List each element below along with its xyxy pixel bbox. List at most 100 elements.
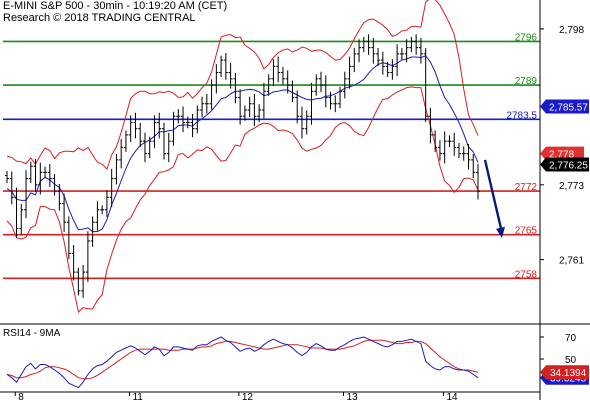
rsi-ma-line: [6, 339, 479, 380]
price-marker-label: 2,785.57: [549, 102, 588, 113]
price-bar: [152, 115, 157, 149]
price-bar: [128, 115, 133, 143]
price-bar: [119, 138, 124, 169]
price-bar: [71, 244, 76, 281]
rsi-ma-value-bg: [540, 365, 589, 380]
price-bar: [57, 183, 62, 211]
date-tick-label: 13: [347, 392, 359, 400]
level-label: 2772: [515, 182, 538, 193]
price-bar: [309, 82, 314, 125]
price-bar: [418, 37, 423, 64]
price-bar: [361, 36, 366, 53]
rsi-ma-value-label: 34.1394: [550, 368, 587, 379]
price-bar: [171, 111, 176, 146]
price-bar: [24, 170, 29, 219]
price-bar: [204, 94, 209, 114]
price-bar: [76, 267, 81, 296]
price-bar: [219, 55, 224, 78]
price-bar: [390, 59, 395, 80]
price-bar: [185, 116, 190, 129]
price-bar: [233, 73, 238, 104]
price-bar: [423, 48, 428, 123]
price-bar: [476, 163, 480, 200]
price-bar: [181, 106, 186, 133]
price-bar: [38, 162, 43, 195]
price-tick-label: 2,761: [559, 256, 584, 267]
price-bar: [19, 203, 24, 235]
rsi-ma-value-marker: 34.1394: [540, 365, 589, 380]
price-tick-label: 2,798: [559, 25, 584, 36]
price-bar: [285, 70, 290, 94]
price-bar: [252, 94, 257, 126]
price-marker-bg: [540, 157, 589, 172]
price-bar: [456, 142, 461, 159]
bollinger-lower: [6, 86, 479, 313]
price-bar: [85, 231, 90, 282]
price-bar: [395, 44, 400, 77]
price-bar: [62, 193, 67, 232]
price-bar: [338, 86, 343, 109]
price-marker: 2,785.57: [540, 99, 589, 114]
price-bar: [100, 205, 105, 215]
price-marker: 2,776.25: [540, 157, 589, 172]
level-label: 2765: [515, 226, 538, 237]
price-bar: [333, 95, 338, 113]
price-bar: [43, 166, 48, 179]
rsi-tick-label: 70: [565, 333, 577, 344]
price-bar: [319, 71, 323, 93]
price-bar: [200, 96, 205, 118]
level-label: 2783.5: [506, 110, 537, 121]
price-bar: [257, 104, 262, 123]
price-bar: [176, 109, 181, 124]
date-tick-label: 11: [132, 392, 143, 400]
level-label: 2789: [515, 76, 538, 87]
price-bar: [147, 136, 152, 159]
price-bar: [162, 122, 166, 160]
price-bar: [138, 122, 143, 147]
level-label: 2758: [515, 269, 538, 280]
price-bar: [433, 130, 438, 152]
main-price-panel: 2796 2789 2783.5 2772 2765 2758: [3, 0, 540, 313]
price-bar: [247, 96, 252, 118]
price-bar: [95, 201, 100, 231]
price-bar: [342, 71, 347, 99]
price-bar: [114, 154, 119, 185]
price-bar: [47, 163, 52, 188]
price-bar: [385, 61, 390, 78]
price-bar: [81, 265, 86, 298]
bollinger-upper: [6, 0, 479, 171]
price-bar: [352, 48, 357, 73]
price-bar: [33, 159, 38, 192]
price-bar: [452, 132, 457, 156]
price-bar: [5, 170, 9, 184]
price-bar: [195, 105, 200, 134]
price-bar: [9, 171, 14, 205]
price-bar: [404, 39, 409, 63]
price-bar: [466, 143, 471, 170]
price-bar: [328, 91, 333, 110]
price-marker: 2,778: [540, 146, 584, 161]
price-bar: [323, 75, 328, 108]
price-bar: [299, 106, 304, 139]
price-bar: [28, 161, 33, 184]
date-tick-label: 14: [446, 392, 458, 400]
level-label: 2796: [515, 32, 538, 43]
price-bar: [238, 89, 243, 125]
price-bar: [14, 187, 19, 239]
rsi-panel: RSI14 - 9MA705039.324534.1394: [3, 328, 589, 389]
price-bar: [471, 154, 476, 179]
date-tick-label: 8: [18, 392, 24, 400]
price-bar: [209, 79, 214, 110]
price-bar: [461, 146, 466, 161]
price-bar: [142, 132, 147, 163]
chart-copyright: Research © 2018 TRADING CENTRAL: [3, 12, 196, 24]
price-bar: [409, 36, 414, 53]
price-bar: [347, 56, 352, 89]
price-bar: [276, 56, 281, 83]
forecast-arrow-head: [496, 226, 505, 238]
price-bar: [371, 37, 376, 64]
price-bar: [376, 48, 381, 66]
price-bar: [109, 168, 114, 208]
